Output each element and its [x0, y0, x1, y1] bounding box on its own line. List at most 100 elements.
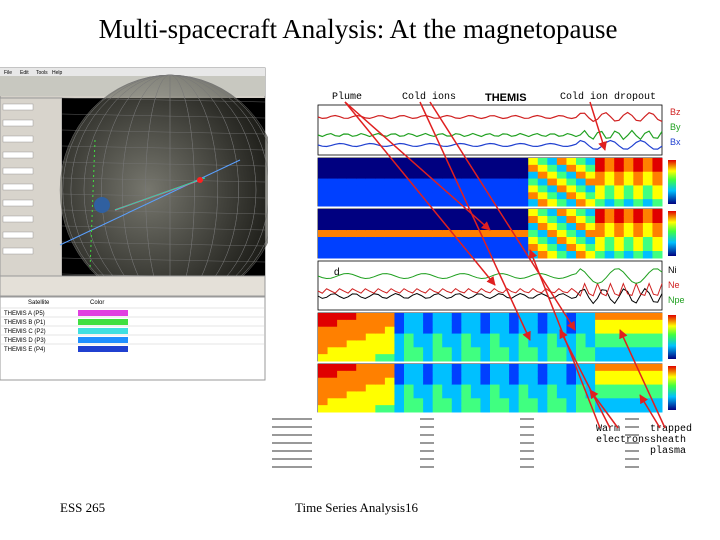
spectrogram-cell [595, 223, 606, 231]
spectrogram-cell [384, 178, 395, 186]
spectrogram-cell [423, 209, 434, 217]
spectrogram-cell [509, 216, 520, 224]
spectrogram-cell [490, 333, 501, 341]
spectrogram-cell [394, 178, 405, 186]
spectrogram-cell [470, 223, 481, 231]
spectrogram-cell [432, 164, 443, 173]
spectrogram-cell [404, 377, 415, 386]
spectrogram-cell [356, 185, 367, 193]
spectrogram-cell [556, 209, 567, 217]
spectrogram-cell [528, 319, 539, 328]
spectrogram-cell [480, 347, 491, 355]
spectrogram-cell [614, 251, 625, 259]
spectrogram-cell [537, 223, 548, 231]
spectrogram-cell [480, 364, 491, 372]
spectrogram-cell [423, 364, 434, 372]
spectrogram-cell [556, 391, 567, 399]
spectrogram-cell [633, 370, 644, 379]
spectrogram-cell [518, 370, 529, 379]
spectrogram-cell [365, 244, 376, 252]
spectrogram-cell [537, 164, 548, 173]
spectrogram-cell [499, 171, 510, 180]
spectrogram-cell [585, 377, 596, 386]
spectrogram-cell [480, 237, 491, 245]
ephemeris-val [420, 426, 434, 428]
spectrogram-cell [604, 178, 615, 186]
spectrogram-cell [423, 398, 434, 406]
spectrogram-cell [556, 354, 567, 362]
ephemeris-val [625, 434, 639, 436]
spectrogram-cell [423, 391, 434, 399]
spectrogram-cell [623, 340, 634, 348]
spectrogram-cell [327, 178, 338, 186]
spectrogram-cell [375, 370, 386, 379]
spectrogram-cell [404, 398, 415, 406]
spectrogram-cell [442, 251, 453, 259]
spectrogram-cell [384, 391, 395, 399]
spectrogram-cell [566, 209, 577, 217]
spectrogram-cell [547, 354, 558, 362]
spectrogram-cell [537, 384, 548, 392]
spectrogram-cell [451, 251, 462, 259]
spectrogram-cell [652, 364, 663, 372]
spectrogram-cell [384, 313, 395, 321]
spectrogram-cell [432, 192, 443, 200]
spectrogram-cell [356, 347, 367, 355]
spectrogram-cell [499, 251, 510, 259]
spectrogram-cell [337, 354, 348, 362]
spectrogram-cell [432, 251, 443, 259]
spectrogram-cell [490, 319, 501, 328]
spectrogram-cell [318, 251, 329, 259]
legend-d: Ni [668, 265, 677, 275]
spectrogram-cell [404, 178, 415, 186]
spectrogram-cell [642, 223, 653, 231]
spectrogram-cell [327, 326, 338, 335]
spectrogram-cell [652, 164, 663, 173]
spectrogram-cell [490, 347, 501, 355]
spectrogram-cell [480, 340, 491, 348]
spectrogram-cell [394, 354, 405, 362]
spectrogram-cell [566, 185, 577, 193]
orbit [114, 177, 206, 211]
spectrogram-cell [518, 326, 529, 335]
spectrogram-cell [547, 340, 558, 348]
spectrogram-cell [633, 391, 644, 399]
spectrogram-cell [375, 178, 386, 186]
spectrogram-cell [556, 158, 567, 166]
spectrogram-cell [633, 164, 644, 173]
spectrogram-cell [585, 192, 596, 200]
spectrogram-cell [461, 347, 472, 355]
spectrogram-cell [604, 251, 615, 259]
menu-item: Tools [36, 70, 48, 76]
spectrogram-cell [461, 333, 472, 341]
spectrogram-cell [413, 398, 424, 406]
spectrogram-cell [394, 244, 405, 252]
spectrogram-cell [499, 333, 510, 341]
spectrogram-cell [652, 347, 663, 355]
spectrogram-cell [490, 244, 501, 252]
spectrogram-cell [528, 364, 539, 372]
spectrogram-cell [384, 251, 395, 259]
spectrogram-cell [413, 354, 424, 362]
spectrogram-cell [566, 333, 577, 341]
spectrogram-cell [642, 209, 653, 217]
spectrogram-cell [432, 370, 443, 379]
spectrogram-cell [375, 244, 386, 252]
spectrogram-cell [652, 326, 663, 335]
arrow [619, 329, 666, 429]
spectrogram-cell [327, 192, 338, 200]
spectrogram-cell [633, 209, 644, 217]
spectrogram-cell [652, 391, 663, 399]
spectrogram-cell [585, 158, 596, 166]
arrow [559, 329, 611, 429]
spectrogram-cell [432, 347, 443, 355]
spectrogram-cell [642, 313, 653, 321]
spectrogram-cell [423, 185, 434, 193]
spectrogram-cell [633, 364, 644, 372]
spectrogram-cell [595, 216, 606, 224]
spectrogram-cell [614, 347, 625, 355]
spectrogram-cell [356, 340, 367, 348]
spectrogram-cell [432, 158, 443, 166]
spectrogram-cell [509, 391, 520, 399]
spectrogram-cell [547, 164, 558, 173]
